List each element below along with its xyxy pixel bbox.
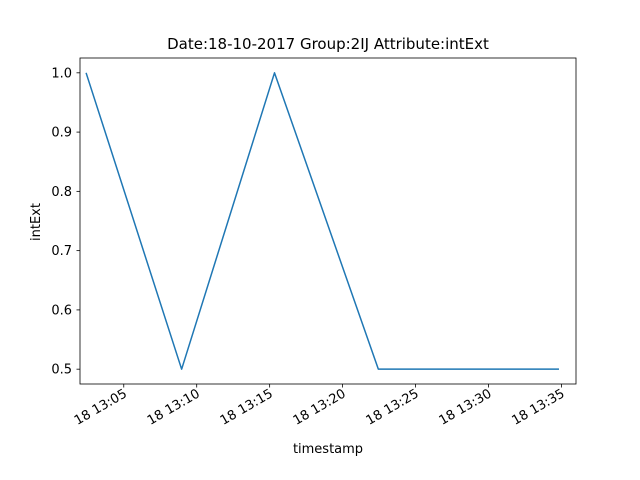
y-tick-label: 1.0 [51,66,72,81]
x-tick-label: 18 13:10 [145,386,203,428]
series-line-0 [85,72,559,370]
chart-title: Date:18-10-2017 Group:2IJ Attribute:intE… [167,35,489,53]
x-axis-title: timestamp [293,442,363,457]
x-tick-label: 18 13:15 [218,386,276,428]
y-tick-label: 0.6 [51,303,72,318]
x-tick-label: 18 13:30 [437,386,495,428]
y-tick-label: 0.5 [51,363,72,378]
plot-frame [79,57,577,385]
x-axis: 18 13:05 18 13:10 18 13:15 18 13:20 18 13:25… [72,384,567,429]
y-tick-label: 0.7 [51,244,72,259]
y-axis-title: intExt [29,203,44,241]
y-tick-label: 0.8 [51,185,72,200]
x-tick-label: 18 13:25 [364,386,422,428]
x-tick-label: 18 13:20 [291,386,349,428]
y-tick-label: 0.9 [51,126,72,141]
y-axis: 0.5 0.6 0.7 0.8 0.9 1.0 [51,66,80,378]
x-tick-label: 18 13:05 [72,386,130,428]
plot-area [79,57,577,385]
x-tick-label: 18 13:35 [510,386,568,428]
